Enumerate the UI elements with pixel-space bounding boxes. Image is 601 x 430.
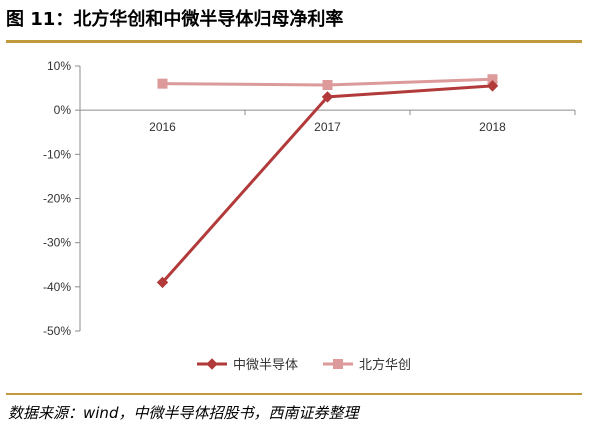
y-tick-label: -30% xyxy=(43,236,71,250)
series-1 xyxy=(156,80,499,289)
data-point xyxy=(486,80,499,92)
source-note: 数据来源：wind，中微半导体招股书，西南证券整理 xyxy=(8,404,359,422)
title-rule xyxy=(6,40,582,43)
legend-label: 北方华创 xyxy=(359,357,411,372)
data-point xyxy=(157,78,168,89)
y-tick-label: 0% xyxy=(54,103,72,117)
x-tick-label: 2016 xyxy=(149,120,176,134)
series-layer xyxy=(156,74,499,289)
y-tick-label: -10% xyxy=(43,147,71,161)
footer-rule xyxy=(6,393,582,395)
figure-title: 图 11：北方华创和中微半导体归母净利率 xyxy=(6,9,344,30)
series-line xyxy=(161,84,493,284)
line-chart: 10% 0% -10% -20% -30% -40% -50% 2016 2017 2018 中… xyxy=(43,59,576,372)
x-tick-label: 2018 xyxy=(479,120,506,134)
x-axis: 2016 2017 2018 xyxy=(79,109,576,134)
y-tick-label: 10% xyxy=(47,59,71,73)
data-point xyxy=(156,276,169,289)
x-tick-label: 2017 xyxy=(314,120,341,134)
data-point xyxy=(321,91,334,103)
data-point xyxy=(322,79,333,90)
y-tick-label: -50% xyxy=(43,324,71,338)
y-tick-label: -20% xyxy=(43,192,71,206)
series-2 xyxy=(157,74,498,90)
y-tick-label: -40% xyxy=(43,280,71,294)
legend-item-2: 北方华创 xyxy=(323,357,411,372)
legend-marker xyxy=(206,358,218,370)
legend: 中微半导体 北方华创 xyxy=(197,357,411,372)
legend-label: 中微半导体 xyxy=(233,357,298,372)
legend-item-1: 中微半导体 xyxy=(197,357,298,372)
y-axis: 10% 0% -10% -20% -30% -40% -50% xyxy=(43,59,81,338)
chart-container: 10% 0% -10% -20% -30% -40% -50% 2016 2017 2018 中… xyxy=(0,44,601,394)
legend-marker xyxy=(333,359,343,369)
